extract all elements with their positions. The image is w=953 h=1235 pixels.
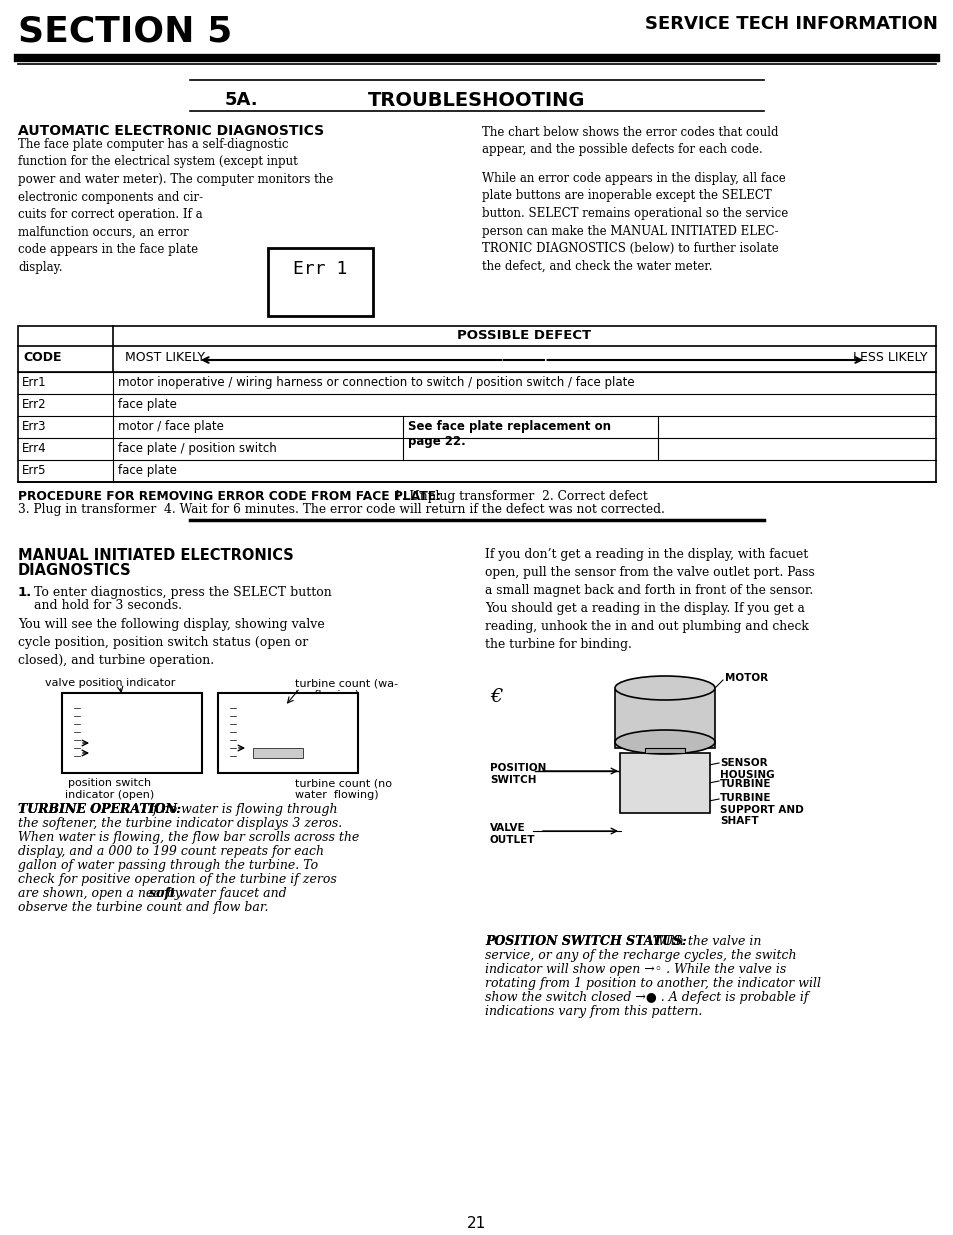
Text: CODE: CODE [23,351,61,364]
Text: WIth the valve in: WIth the valve in [648,935,760,948]
Text: 3 OFF  Ser: 3 OFF Ser [67,697,103,701]
Text: TURBINE OPERATION:: TURBINE OPERATION: [18,803,181,816]
Text: You will see the following display, showing valve
cycle position, position switc: You will see the following display, show… [18,618,324,667]
Bar [218,693,357,773]
Text: 3. Plug in transformer  4. Wait for 6 minutes. The error code will return if the: 3. Plug in transformer 4. Wait for 6 min… [18,503,664,516]
Bar [253,748,303,758]
Text: Err2: Err2 [22,398,47,411]
Text: are shown, open a nearby: are shown, open a nearby [18,887,186,900]
Text: Err3: Err3 [22,420,47,433]
Text: 1. Unplug transformer  2. Correct defect: 1. Unplug transformer 2. Correct defect [390,490,647,503]
Text: TURBINE
SUPPORT AND
SHAFT: TURBINE SUPPORT AND SHAFT [720,793,803,826]
Text: water faucet and: water faucet and [174,887,286,900]
Text: face plate / position switch: face plate / position switch [118,442,276,454]
Text: observe the turbine count and flow bar.: observe the turbine count and flow bar. [18,902,268,914]
Text: When water is flowing, the flow bar scrolls across the: When water is flowing, the flow bar scro… [18,831,359,844]
Text: LESS LIKELY: LESS LIKELY [853,351,927,364]
Text: 21: 21 [467,1216,486,1231]
Text: DIAGNOSTICS: DIAGNOSTICS [18,563,132,578]
Bar [615,690,714,748]
Text: face plate: face plate [118,398,176,411]
Text: the softener, the turbine indicator displays 3 zeros.: the softener, the turbine indicator disp… [18,818,342,830]
Text: Err5: Err5 [22,464,47,477]
Text: SENSOR
HOUSING: SENSOR HOUSING [720,758,774,779]
Text: check for positive operation of the turbine if zeros: check for positive operation of the turb… [18,873,336,885]
Text: soft: soft [149,887,175,900]
Text: While an error code appears in the display, all face
plate buttons are inoperabl: While an error code appears in the displ… [481,172,787,273]
Text: TROUBLESHOOTING: TROUBLESHOOTING [368,91,585,110]
Text: service, or any of the recharge cycles, the switch: service, or any of the recharge cycles, … [484,948,796,962]
Text: 5A.: 5A. [225,91,258,109]
Text: 000: 000 [127,715,177,743]
Text: TURBINE: TURBINE [720,779,771,789]
Text: TURBINE OPERATION:: TURBINE OPERATION: [18,803,181,816]
Text: show the switch closed →● . A defect is probable if: show the switch closed →● . A defect is … [484,990,807,1004]
Bar [268,248,373,316]
Text: If no water is flowing through: If no water is flowing through [144,803,337,816]
Text: MOTOR: MOTOR [724,673,767,683]
Text: display, and a 000 to 199 count repeats for each: display, and a 000 to 199 count repeats … [18,845,324,858]
Text: 4 OFF  Ser: 4 OFF Ser [223,697,258,701]
Text: indicator will show open →◦ . While the valve is: indicator will show open →◦ . While the … [484,963,785,976]
Text: POSITION SWITCH STATUS:: POSITION SWITCH STATUS: [484,935,686,948]
Text: POSITION
SWITCH: POSITION SWITCH [490,763,546,784]
Text: To enter diagnostics, press the SELECT button: To enter diagnostics, press the SELECT b… [34,585,332,599]
Text: See face plate replacement on
page 22.: See face plate replacement on page 22. [408,420,610,448]
Text: POSSIBLE DEFECT: POSSIBLE DEFECT [456,329,591,342]
Text: The chart below shows the error codes that could
appear, and the possible defect: The chart below shows the error codes th… [481,126,778,157]
Text: AUTOMATIC ELECTRONIC DIAGNOSTICS: AUTOMATIC ELECTRONIC DIAGNOSTICS [18,124,324,138]
Text: MANUAL INITIATED ELECTRONICS: MANUAL INITIATED ELECTRONICS [18,548,294,563]
Text: face plate: face plate [118,464,176,477]
Text: valve position indicator: valve position indicator [45,678,175,688]
Text: €: € [490,688,502,706]
Text: If you don’t get a reading in the display, with facuet
open, pull the sensor fro: If you don’t get a reading in the displa… [484,548,814,651]
Bar [18,326,935,482]
Text: position switch
indicator (open): position switch indicator (open) [66,778,154,799]
Text: WATER FLOW: WATER FLOW [127,761,177,769]
Text: SERVICE TECH INFORMATION: SERVICE TECH INFORMATION [644,15,937,33]
Ellipse shape [615,730,714,755]
Text: rotating from 1 position to another, the indicator will: rotating from 1 position to another, the… [484,977,821,990]
Bar [619,753,709,813]
Text: indications vary from this pattern.: indications vary from this pattern. [484,1005,701,1018]
Text: 1.: 1. [18,585,32,599]
Bar [644,748,684,753]
Text: Err4: Err4 [22,442,47,454]
Text: turbine count (no
water  flowing): turbine count (no water flowing) [294,778,392,799]
Bar [62,693,202,773]
Text: 78: 78 [291,715,324,743]
Text: Err 1: Err 1 [293,261,347,278]
Ellipse shape [615,676,714,700]
Text: SECTION 5: SECTION 5 [18,15,232,49]
Text: MOST LIKELY: MOST LIKELY [125,351,205,364]
Text: WATER FLOW: WATER FLOW [282,761,333,769]
Text: Err1: Err1 [22,375,47,389]
Text: PROCEDURE FOR REMOVING ERROR CODE FROM FACE PLATE:: PROCEDURE FOR REMOVING ERROR CODE FROM F… [18,490,440,503]
Text: motor inoperative / wiring harness or connection to switch / position switch / f: motor inoperative / wiring harness or co… [118,375,634,389]
Text: motor / face plate: motor / face plate [118,420,224,433]
Text: turbine count (wa-
ter flowing): turbine count (wa- ter flowing) [294,678,397,699]
Text: TURBINE OPERATION:: TURBINE OPERATION: [18,803,181,816]
Text: and hold for 3 seconds.: and hold for 3 seconds. [34,599,182,613]
Text: TURBINE OPERATION: If no water is flowing through
the softener, the turbine indi: TURBINE OPERATION: If no water is flowin… [18,803,361,924]
Text: POSITION SWITCH STATUS:: POSITION SWITCH STATUS: [484,935,686,948]
Text: gallon of water passing through the turbine. To: gallon of water passing through the turb… [18,860,317,872]
Text: VALVE
OUTLET: VALVE OUTLET [490,823,535,845]
Text: The face plate computer has a self-diagnostic
function for the electrical system: The face plate computer has a self-diagn… [18,138,333,273]
